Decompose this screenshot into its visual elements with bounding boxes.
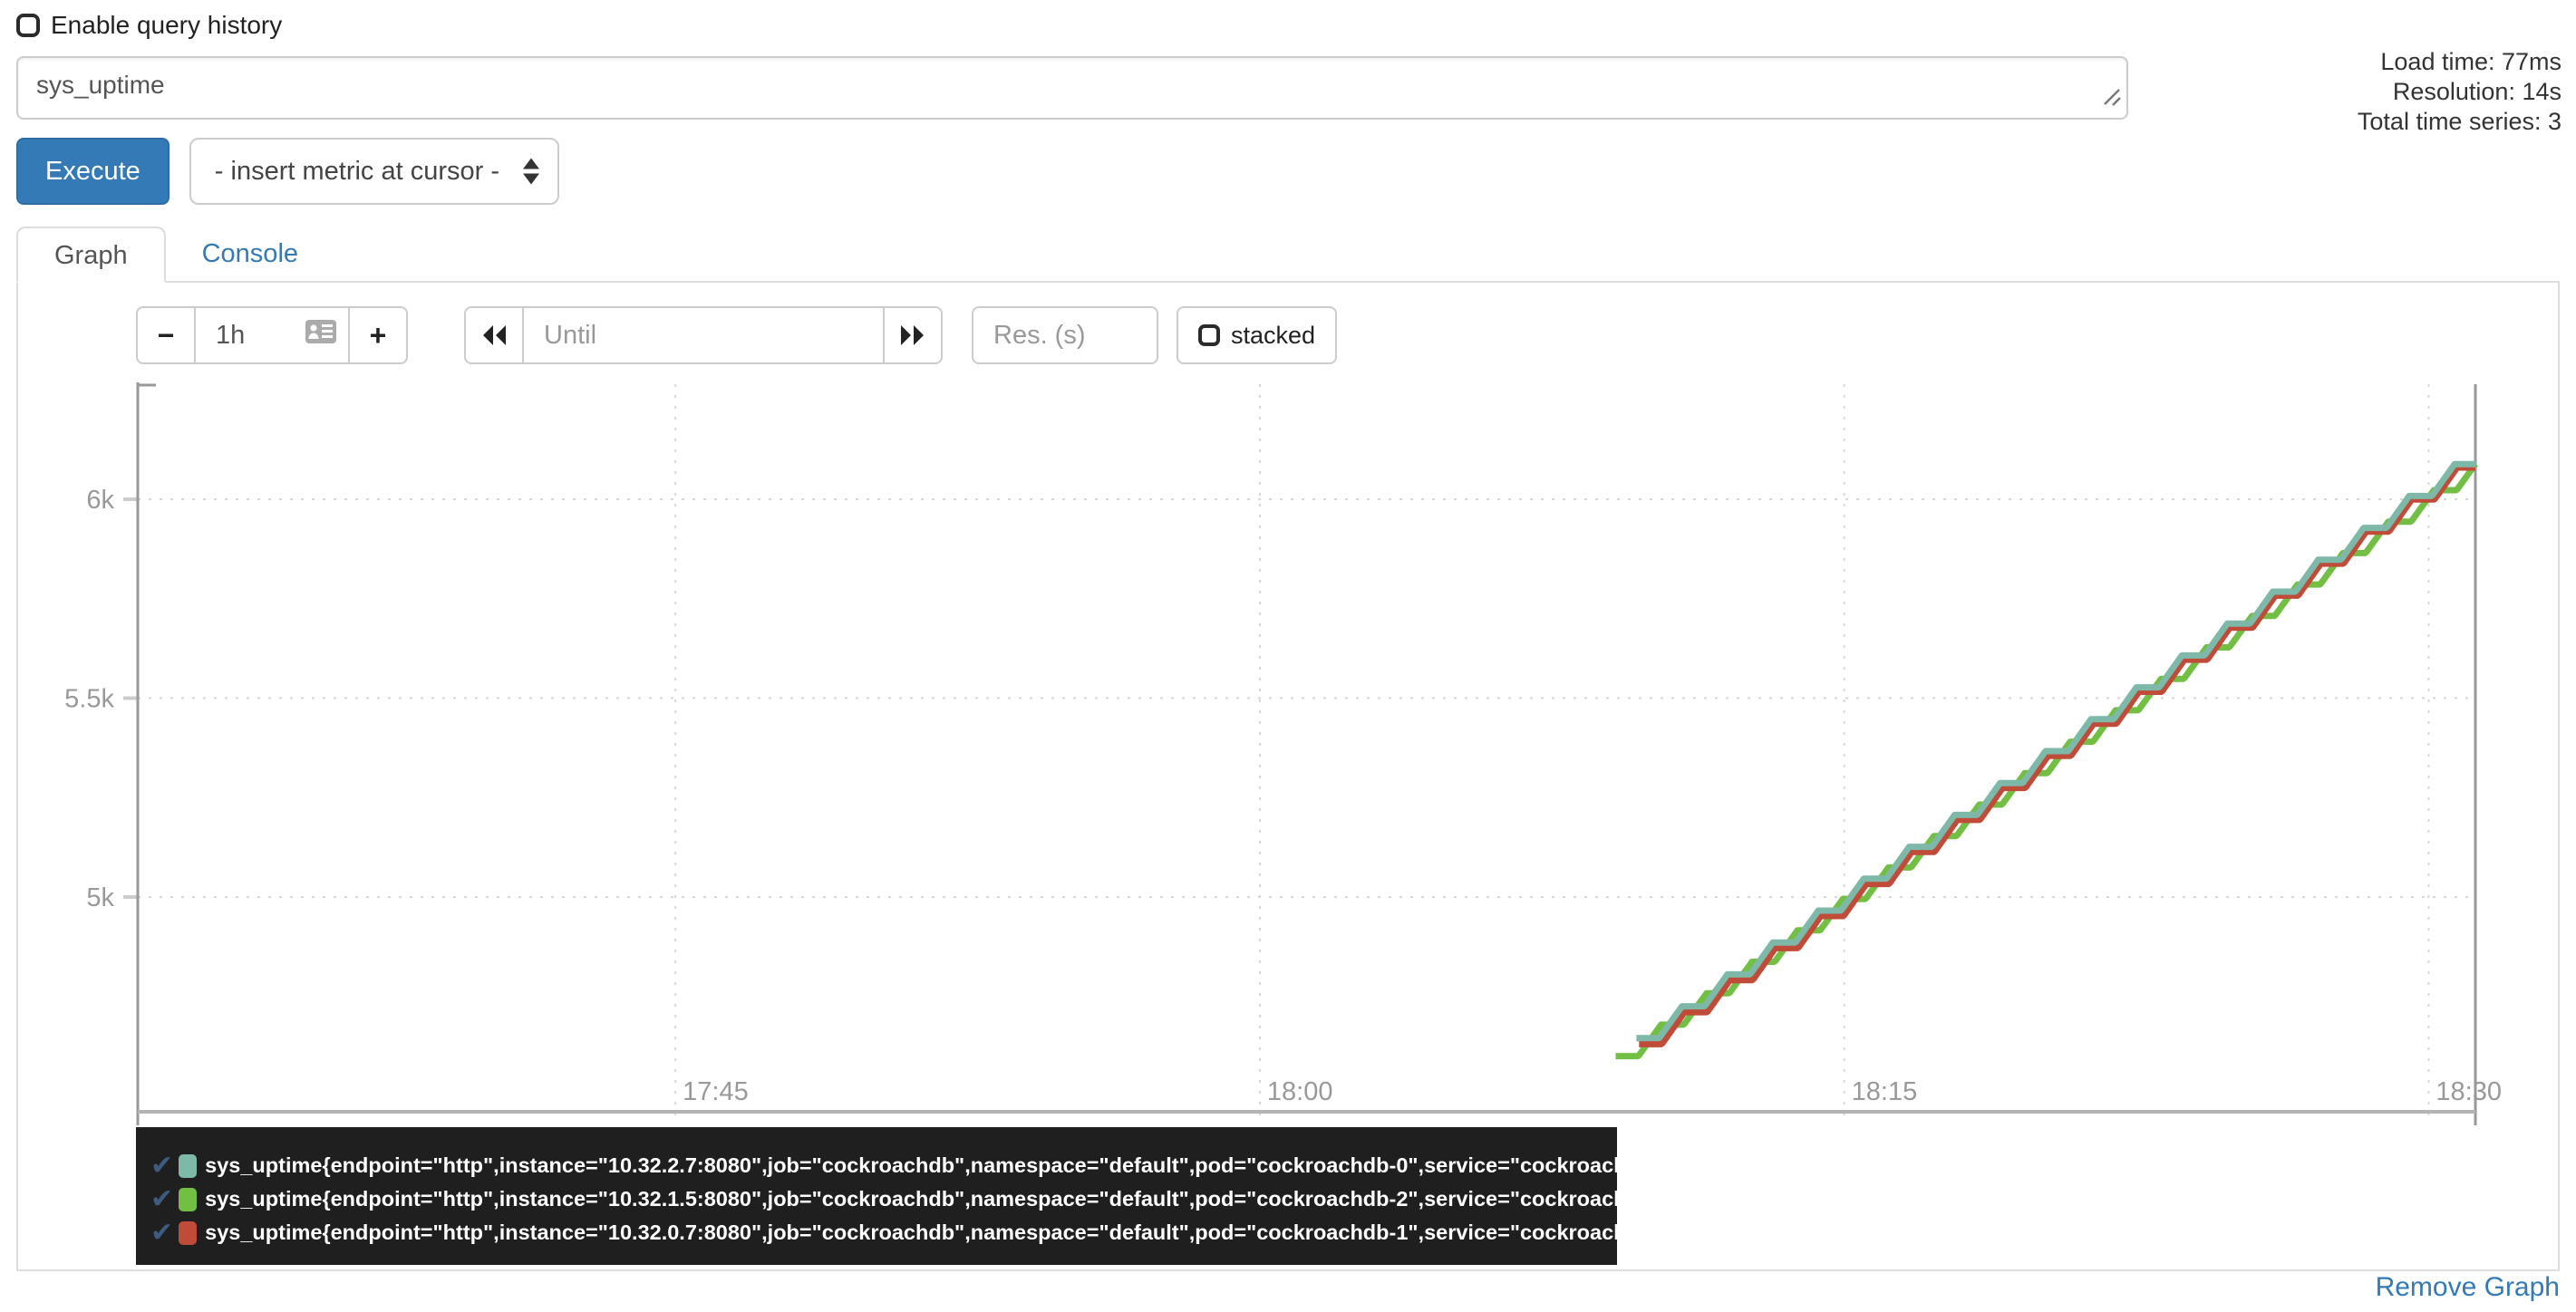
svg-text:17:45: 17:45 xyxy=(683,1077,749,1106)
stacked-label: stacked xyxy=(1231,321,1316,349)
tab-bar: Graph Console xyxy=(16,227,2560,283)
double-arrow-right-icon xyxy=(901,325,924,345)
legend-item[interactable]: ✔ sys_uptime{endpoint="http",instance="1… xyxy=(150,1182,1671,1216)
insert-metric-select[interactable]: - insert metric at cursor - xyxy=(189,138,560,205)
resolution-text: Resolution: 14s xyxy=(2392,78,2561,105)
stacked-checkbox[interactable] xyxy=(1198,324,1220,346)
legend-swatch xyxy=(179,1153,198,1178)
svg-text:5k: 5k xyxy=(86,883,114,912)
double-arrow-left-icon xyxy=(483,325,506,345)
checkmark-icon: ✔ xyxy=(150,1183,174,1214)
execute-row: Execute - insert metric at cursor - xyxy=(16,138,560,205)
query-history-label: Enable query history xyxy=(51,11,283,39)
legend-item[interactable]: ✔ sys_uptime{endpoint="http",instance="1… xyxy=(150,1216,1671,1249)
checkmark-icon: ✔ xyxy=(150,1150,174,1181)
query-stats: Load time: 77ms Resolution: 14s Total ti… xyxy=(2358,47,2561,137)
legend-item[interactable]: ✔ sys_uptime{endpoint="http",instance="1… xyxy=(150,1149,1671,1182)
svg-text:18:00: 18:00 xyxy=(1267,1077,1333,1106)
time-control-group xyxy=(464,306,943,364)
resolution-input[interactable] xyxy=(972,306,1158,364)
remove-graph-link[interactable]: Remove Graph xyxy=(2375,1272,2560,1302)
execute-button[interactable]: Execute xyxy=(16,138,169,205)
contact-card-icon[interactable] xyxy=(305,318,337,352)
graph-canvas[interactable]: 6k 5.5k 5k 17:45 18:00 18:15 18:30 xyxy=(64,382,2502,1127)
query-history-checkbox[interactable] xyxy=(16,14,40,37)
svg-text:18:15: 18:15 xyxy=(1852,1077,1918,1106)
stacked-toggle[interactable]: stacked xyxy=(1177,306,1338,364)
legend-series-label: sys_uptime{endpoint="http",instance="10.… xyxy=(205,1153,1671,1177)
up-down-arrows-icon xyxy=(523,158,540,185)
until-input[interactable] xyxy=(522,306,885,364)
time-back-button[interactable] xyxy=(464,306,524,364)
svg-text:18:30: 18:30 xyxy=(2436,1077,2502,1106)
load-time-text: Load time: 77ms xyxy=(2380,48,2561,75)
total-series-text: Total time series: 3 xyxy=(2357,108,2561,135)
resize-handle-icon[interactable] xyxy=(2099,84,2123,112)
remove-graph-row: Remove Graph xyxy=(2376,1272,2560,1303)
range-control-group: − + xyxy=(136,306,408,364)
range-decrease-button[interactable]: − xyxy=(136,306,196,364)
legend-swatch xyxy=(179,1187,198,1211)
range-input-wrap xyxy=(194,306,350,364)
legend-swatch xyxy=(179,1220,198,1245)
tab-console[interactable]: Console xyxy=(201,239,299,268)
checkmark-icon: ✔ xyxy=(150,1217,174,1248)
graph-controls: − + xyxy=(136,306,1338,364)
graph-legend: ✔ sys_uptime{endpoint="http",instance="1… xyxy=(136,1127,1671,1265)
query-history-row: Enable query history xyxy=(16,11,282,40)
uptime-chart[interactable]: 6k 5.5k 5k 17:45 18:00 18:15 18:30 xyxy=(64,382,2502,1127)
query-input-wrap: sys_uptime xyxy=(16,56,2128,120)
insert-metric-selected-value: - insert metric at cursor - xyxy=(214,156,500,186)
query-input[interactable]: sys_uptime xyxy=(16,56,2128,120)
time-forward-button[interactable] xyxy=(883,306,943,364)
tab-graph[interactable]: Graph xyxy=(16,227,166,283)
legend-series-label: sys_uptime{endpoint="http",instance="10.… xyxy=(205,1220,1671,1244)
graph-panel: − + xyxy=(16,283,2560,1271)
svg-text:6k: 6k xyxy=(86,486,114,515)
legend-series-label: sys_uptime{endpoint="http",instance="10.… xyxy=(205,1187,1671,1211)
svg-text:5.5k: 5.5k xyxy=(64,685,114,714)
range-increase-button[interactable]: + xyxy=(348,306,408,364)
